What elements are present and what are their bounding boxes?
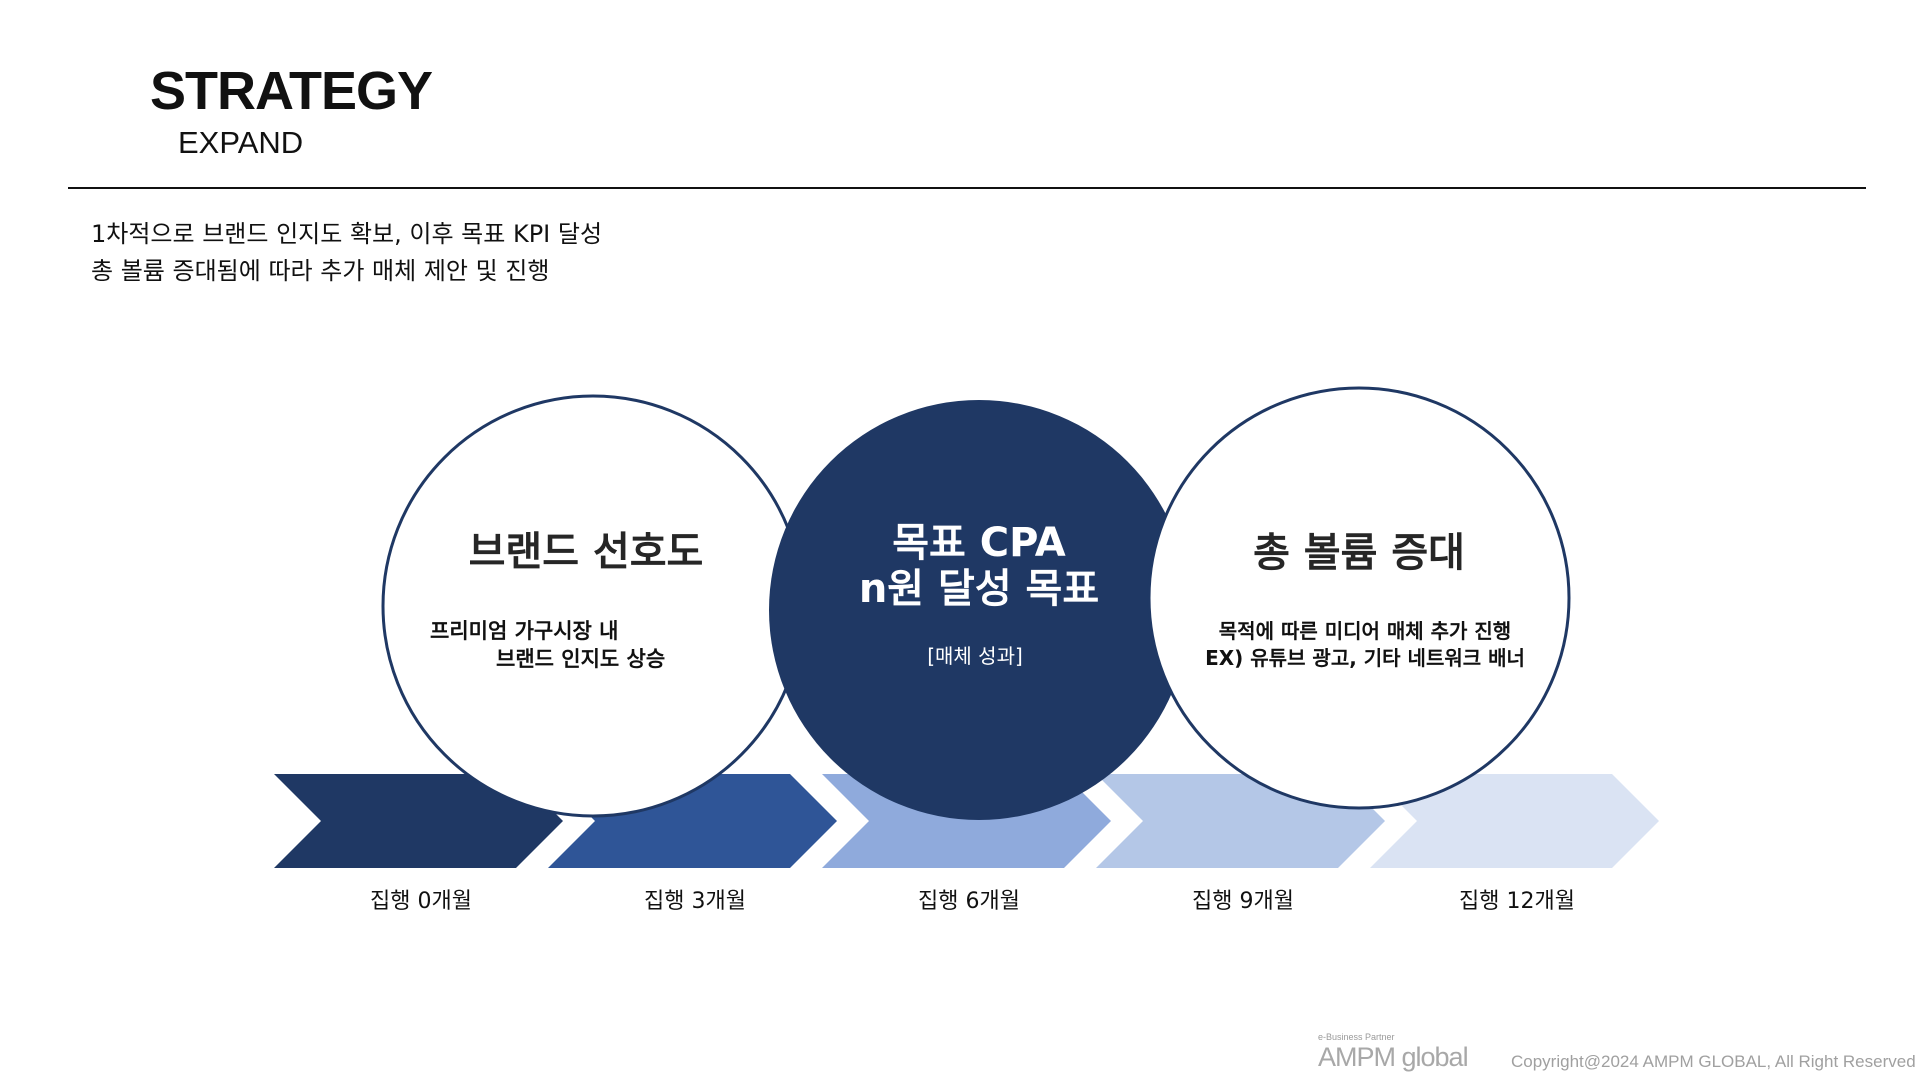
circle-volume-growth <box>1147 386 1571 810</box>
circle-right-line2: EX) 유튜브 광고, 기타 네트워크 배너 <box>1205 646 1525 670</box>
logo-tagline: e-Business Partner <box>1318 1032 1395 1042</box>
circle-left-line1: 프리미엄 가구시장 내 <box>430 619 619 643</box>
circle-center-title-1: 목표 CPA <box>892 520 1066 566</box>
circle-target-cpa <box>769 400 1189 820</box>
header-divider <box>68 187 1866 189</box>
circle-left-line2: 브랜드 인지도 상승 <box>496 647 665 671</box>
intro-line-1: 1차적으로 브랜드 인지도 확보, 이후 목표 KPI 달성 <box>91 220 603 248</box>
circle-brand-preference <box>381 394 805 818</box>
circle-right-line1: 목적에 따른 미디어 매체 추가 진행 <box>1219 619 1511 643</box>
timeline-arrow-12 <box>1370 774 1659 868</box>
circle-center-title-2: n원 달성 목표 <box>859 566 1099 612</box>
copyright-text: Copyright@2024 AMPM GLOBAL, All Right Re… <box>1511 1052 1916 1071</box>
timeline-label-9: 집행 9개월 <box>1192 889 1294 914</box>
timeline-label-12: 집행 12개월 <box>1459 889 1575 914</box>
circle-right-title: 총 볼륨 증대 <box>1253 530 1465 576</box>
logo-wordmark: AMPM global <box>1318 1042 1469 1072</box>
circle-center-note: [매체 성과] <box>927 644 1023 668</box>
page-subtitle: EXPAND <box>178 125 304 160</box>
company-logo: e-Business Partner AMPM global <box>1318 1032 1498 1072</box>
circle-left-title: 브랜드 선호도 <box>469 529 704 575</box>
timeline-arrow-0 <box>274 774 563 868</box>
timeline-label-3: 집행 3개월 <box>644 889 746 914</box>
timeline-label-0: 집행 0개월 <box>370 889 472 914</box>
timeline-label-6: 집행 6개월 <box>918 889 1020 914</box>
page-title: STRATEGY <box>150 61 433 121</box>
intro-line-2: 총 볼륨 증대됨에 따라 추가 매체 제안 및 진행 <box>91 257 550 285</box>
